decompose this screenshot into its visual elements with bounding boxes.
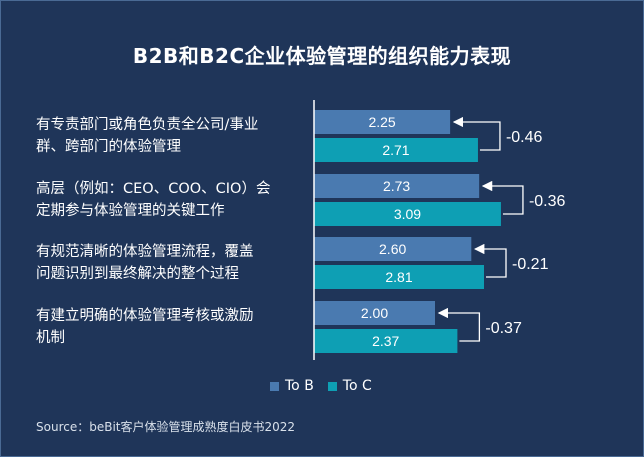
category-label-line: 问题识别到最终解决的整个过程 — [36, 266, 239, 282]
bar-to-b — [314, 237, 472, 261]
bar-to-c — [314, 329, 458, 353]
difference-label: -0.36 — [529, 193, 566, 210]
category-label-line: 高层（例如：CEO、COO、CIO）会 — [36, 181, 271, 197]
chart-title: B2B和B2C企业体验管理的组织能力表现 — [132, 44, 512, 68]
category-label-line: 定期参与体验管理的关键工作 — [36, 203, 225, 219]
bar-value-label: 2.00 — [361, 305, 388, 321]
bar-to-b — [314, 301, 435, 325]
difference-label: -0.37 — [485, 320, 522, 337]
source-note: Source：beBit客户体验管理成熟度白皮书2022 — [36, 420, 296, 434]
bar-to-b — [314, 174, 480, 198]
category-label-line: 有规范清晰的体验管理流程，覆盖 — [36, 244, 254, 260]
category-label-line: 机制 — [36, 330, 65, 346]
category-label: 高层（例如：CEO、COO、CIO）会 定期参与体验管理的关键工作 — [36, 178, 308, 222]
difference-bracket — [473, 243, 507, 278]
category-label: 有规范清晰的体验管理流程，覆盖 问题识别到最终解决的整个过程 — [36, 241, 308, 285]
legend-swatch-to-c — [327, 381, 337, 391]
difference-bracket — [437, 307, 481, 342]
bar-value-label: 2.60 — [379, 241, 406, 257]
bar-to-b — [314, 110, 451, 134]
bar-value-label: 3.09 — [394, 206, 421, 222]
bar-value-label: 2.71 — [382, 142, 409, 158]
bar-to-c — [314, 202, 501, 226]
legend-label-to-b: To B — [285, 378, 314, 394]
category-label: 有专责部门或角色负责全公司/事业 群、跨部门的体验管理 — [36, 114, 308, 158]
legend-item-to-c: To C — [327, 378, 372, 394]
bar-value-label: 2.73 — [383, 178, 410, 194]
bar-to-c — [314, 138, 478, 162]
bar-value-label: 2.25 — [368, 114, 395, 130]
category-label-line: 群、跨部门的体验管理 — [36, 139, 181, 155]
legend-swatch-to-b — [270, 381, 279, 391]
bar-value-label: 2.81 — [385, 269, 412, 285]
category-label-line: 有建立明确的体验管理考核或激励 — [36, 308, 254, 324]
difference-label: -0.21 — [512, 256, 549, 273]
legend: To B To C — [270, 378, 372, 394]
bar-value-label: 2.37 — [372, 333, 399, 349]
legend-item-to-b: To B — [270, 378, 314, 394]
category-label-line: 有专责部门或角色负责全公司/事业 — [36, 117, 259, 133]
difference-bracket — [481, 180, 524, 215]
difference-bracket — [452, 116, 501, 151]
difference-label: -0.46 — [506, 129, 543, 146]
bar-to-c — [314, 265, 485, 289]
legend-label-to-c: To C — [342, 378, 372, 394]
category-label: 有建立明确的体验管理考核或激励 机制 — [36, 305, 308, 349]
